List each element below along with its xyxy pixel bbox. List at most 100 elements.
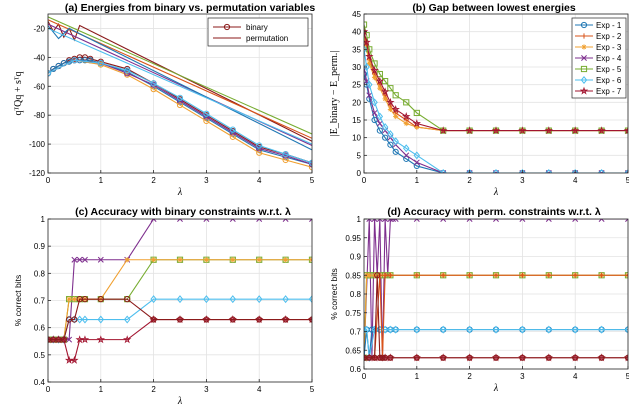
legend-b: Exp - 1 Exp - 2 Exp - 3 Exp - 4 Exp - 5 Exp -… (571, 17, 627, 99)
data-point (97, 315, 105, 324)
plot-area-d (364, 219, 628, 362)
data-point (81, 315, 89, 324)
data-point (377, 85, 383, 91)
data-point (440, 354, 447, 361)
data-point (282, 316, 289, 323)
legend-marker (580, 21, 588, 29)
data-point (229, 133, 236, 140)
x-tick-label: 2 (151, 385, 156, 394)
x-tick-label: 2 (151, 176, 156, 185)
data-point (466, 169, 473, 173)
y-axis-label: |E_binary − E_perm.| (329, 51, 340, 136)
data-point (71, 315, 78, 324)
data-point (76, 256, 83, 263)
data-point (382, 96, 388, 102)
data-point (413, 151, 421, 160)
y-tick-label: 25 (352, 81, 361, 90)
data-point (392, 92, 399, 99)
series-line (364, 73, 628, 173)
y-tick-label: 0.8 (34, 269, 46, 278)
series-4 (48, 57, 312, 166)
data-point (229, 219, 236, 222)
panel-b-title: (b) Gap between lowest energies (412, 2, 576, 14)
legend-marker (579, 86, 589, 95)
y-tick-label: 45 (352, 10, 361, 19)
data-point (123, 335, 132, 344)
data-point (364, 37, 371, 46)
series-exp-7 (364, 27, 628, 135)
legend-label: Exp - 6 (596, 76, 622, 85)
data-point (382, 219, 389, 222)
data-point (381, 123, 389, 132)
data-point (65, 315, 73, 324)
y-axis-label: qᵀQq + sᵀq (13, 72, 24, 116)
data-point (402, 112, 411, 121)
y-tick-label: 0.7 (350, 328, 362, 337)
legend-marker (580, 65, 588, 73)
series-0 (48, 219, 312, 343)
y-tick-label: 0.85 (345, 271, 361, 280)
data-point (366, 92, 373, 99)
data-point (123, 315, 131, 324)
data-point (176, 94, 184, 101)
data-point (545, 325, 553, 334)
data-point (203, 257, 209, 263)
y-tick-label: 10 (352, 134, 361, 143)
data-point (466, 354, 473, 361)
data-point (545, 354, 552, 361)
data-point (371, 116, 378, 124)
data-point (177, 219, 183, 222)
grid-d (363, 218, 629, 370)
series-line (48, 16, 312, 135)
data-point (414, 272, 420, 278)
data-point (203, 219, 210, 222)
data-point (403, 99, 410, 106)
panel-b: (b) Gap between lowest energies 0 1 2 3 4 505… (329, 2, 629, 198)
x-axis-label: λ (177, 396, 183, 407)
series-4 (48, 315, 312, 364)
data-point (376, 219, 383, 222)
data-point (493, 272, 499, 278)
data-point (150, 316, 157, 323)
data-point (70, 355, 79, 364)
legend-marker (581, 33, 587, 39)
plot-area-b (364, 21, 628, 173)
series-1 (364, 272, 628, 361)
x-tick-label: 1 (415, 372, 420, 381)
data-point (203, 110, 210, 117)
panel-a-title: (a) Energies from binary vs. permutation… (65, 2, 315, 14)
data-point (390, 219, 396, 222)
y-tick-label: 0.95 (345, 234, 361, 243)
data-point (282, 219, 289, 222)
data-point (387, 354, 394, 361)
x-axis-label: λ (493, 383, 499, 394)
data-point (571, 169, 579, 173)
data-point (364, 45, 368, 54)
data-point (382, 134, 389, 141)
data-point (376, 127, 383, 134)
legend-label: permutation (246, 34, 288, 43)
data-point (375, 76, 385, 85)
tick-labels-a: 0 1 2 3 4 5 -20 -40 -60 -80 -100 -120 (29, 24, 315, 185)
data-point (282, 295, 289, 304)
data-point (439, 169, 447, 173)
data-point (387, 106, 393, 112)
x-tick-label: 5 (310, 176, 315, 185)
y-axis-label: % correct bits (329, 268, 339, 320)
data-point (392, 137, 399, 146)
data-point (176, 101, 184, 109)
data-point (282, 151, 289, 158)
data-point (229, 295, 237, 304)
series-line (48, 56, 312, 164)
data-point (151, 257, 157, 263)
data-point (598, 325, 605, 334)
series-9 (48, 25, 312, 151)
data-point (413, 325, 421, 334)
x-tick-label: 1 (415, 176, 420, 185)
legend-label: Exp - 2 (596, 32, 622, 41)
data-point (382, 272, 388, 278)
data-point (366, 272, 372, 278)
data-point (176, 295, 184, 304)
data-point (150, 86, 157, 93)
